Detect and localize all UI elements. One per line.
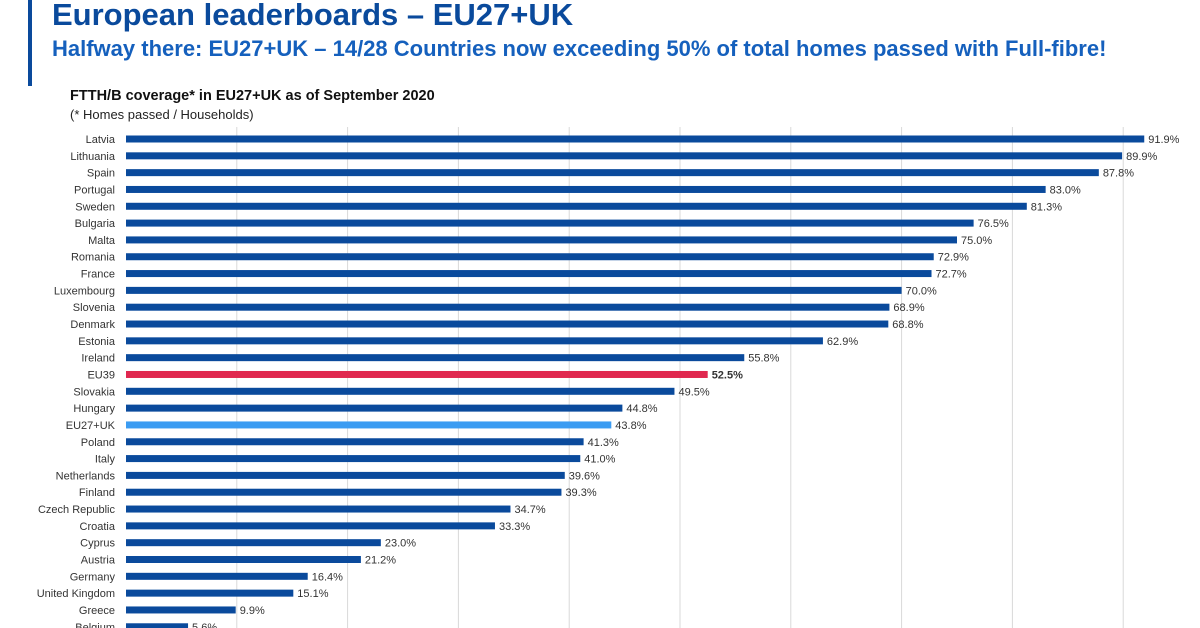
value-label: 70.0%	[906, 285, 937, 297]
bar	[126, 505, 511, 513]
page-subtitle: Halfway there: EU27+UK – 14/28 Countries…	[52, 36, 1107, 61]
value-label: 41.0%	[584, 454, 615, 466]
category-label: EU39	[87, 369, 115, 381]
value-label: 91.9%	[1148, 134, 1179, 146]
category-label: Portugal	[74, 184, 115, 196]
bar	[126, 370, 708, 378]
value-label: 15.1%	[297, 588, 328, 600]
bar	[126, 219, 974, 227]
value-label: 68.9%	[893, 302, 924, 314]
value-label: 89.9%	[1126, 151, 1157, 163]
category-label: EU27+UK	[66, 420, 116, 432]
category-label: Austria	[81, 555, 116, 567]
value-label: 5.6%	[192, 622, 217, 628]
value-label: 39.3%	[565, 487, 596, 499]
value-label: 55.8%	[748, 353, 779, 365]
bar	[126, 236, 957, 244]
value-label: 44.8%	[626, 403, 657, 415]
chart-bars: Latvia 91.9% Lithuania 89.9% Spain 87.8% Portu…	[37, 134, 1180, 628]
bar	[126, 354, 745, 362]
bar	[126, 303, 890, 311]
category-label: Bulgaria	[75, 218, 116, 230]
category-label: Slovakia	[73, 386, 115, 398]
category-label: Romania	[71, 252, 116, 264]
bar	[126, 556, 361, 563]
category-label: Slovenia	[73, 302, 116, 314]
chart-title: FTTH/B coverage* in EU27+UK as of Septem…	[70, 88, 435, 104]
category-label: France	[81, 269, 115, 281]
category-label: United Kingdom	[37, 588, 115, 600]
category-label: Finland	[79, 487, 115, 499]
category-label: Ireland	[81, 353, 115, 365]
bar	[126, 185, 1046, 193]
category-label: Netherlands	[56, 470, 116, 482]
category-label: Denmark	[70, 319, 115, 331]
category-label: Lithuania	[70, 151, 116, 163]
bar	[126, 152, 1123, 160]
category-label: Czech Republic	[38, 504, 116, 516]
bar	[126, 488, 562, 496]
value-label: 33.3%	[499, 521, 530, 533]
category-label: Croatia	[80, 521, 116, 533]
bar	[126, 572, 308, 580]
bar	[126, 320, 889, 328]
bar	[126, 589, 294, 597]
value-label: 34.7%	[514, 504, 545, 516]
bar	[126, 522, 495, 530]
bar	[126, 270, 932, 278]
bar	[126, 337, 823, 345]
bar	[126, 202, 1027, 210]
value-label: 76.5%	[978, 218, 1009, 230]
bar	[126, 421, 612, 429]
value-label: 9.9%	[240, 605, 265, 617]
category-label: Cyprus	[80, 538, 115, 550]
category-label: Germany	[70, 571, 116, 583]
page-title: European leaderboards – EU27+UK	[52, 0, 574, 32]
value-label: 23.0%	[385, 538, 416, 550]
category-label: Sweden	[75, 201, 115, 213]
value-label: 41.3%	[588, 437, 619, 449]
title-accent-bar	[28, 0, 32, 86]
bar	[126, 387, 675, 395]
value-label: 49.5%	[678, 386, 709, 398]
value-label: 75.0%	[961, 235, 992, 247]
value-label: 83.0%	[1050, 184, 1081, 196]
value-label: 72.7%	[936, 269, 967, 281]
value-label: 68.8%	[892, 319, 923, 331]
value-label: 21.2%	[365, 555, 396, 567]
bar	[126, 169, 1099, 177]
bar	[126, 539, 381, 547]
value-label: 43.8%	[615, 420, 646, 432]
bar	[126, 404, 623, 412]
value-label: 16.4%	[312, 571, 343, 583]
chart-subtitle: (* Homes passed / Households)	[70, 107, 254, 122]
category-label: Italy	[95, 454, 116, 466]
bar	[126, 471, 565, 479]
category-label: Luxembourg	[54, 285, 115, 297]
value-label: 87.8%	[1103, 168, 1134, 180]
bar	[126, 253, 934, 261]
bar	[126, 606, 236, 614]
value-label: 72.9%	[938, 252, 969, 264]
category-label: Poland	[81, 437, 115, 449]
bar	[126, 455, 581, 463]
category-label: Spain	[87, 168, 115, 180]
value-label: 62.9%	[827, 336, 858, 348]
bar	[126, 438, 584, 446]
bar	[126, 623, 189, 628]
category-label: Estonia	[78, 336, 116, 348]
category-label: Belgium	[75, 622, 115, 628]
value-label: 81.3%	[1031, 201, 1062, 213]
category-label: Greece	[79, 605, 115, 617]
category-label: Hungary	[73, 403, 115, 415]
bar	[126, 286, 902, 294]
bar	[126, 135, 1145, 143]
value-label: 52.5%	[712, 369, 743, 381]
category-label: Malta	[88, 235, 116, 247]
category-label: Latvia	[86, 134, 116, 146]
value-label: 39.6%	[569, 470, 600, 482]
